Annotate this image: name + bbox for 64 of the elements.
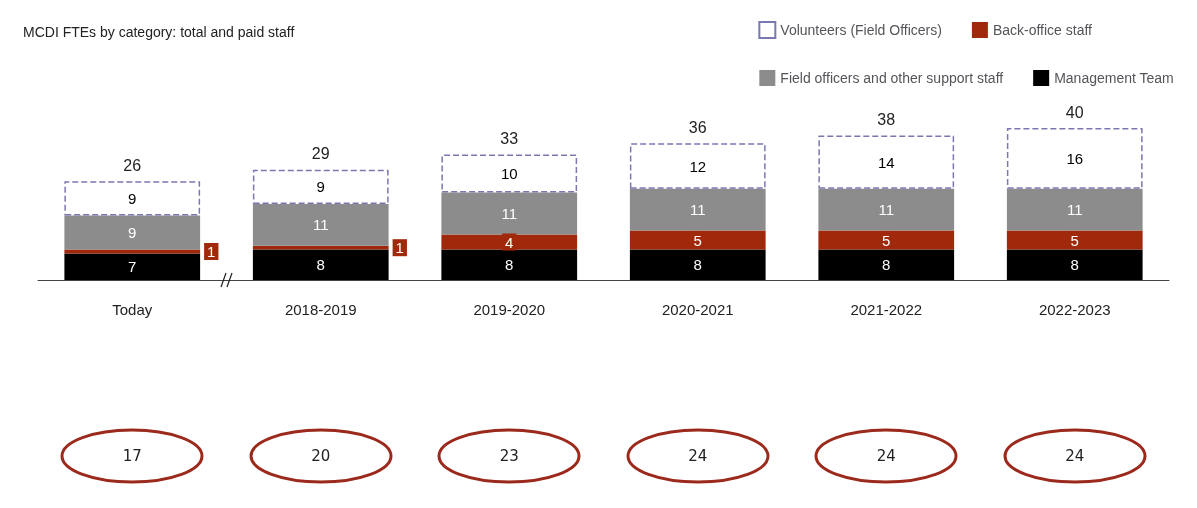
- data-label: 11: [501, 205, 518, 222]
- total-label: 36: [688, 118, 707, 136]
- data-label: 5: [1070, 231, 1079, 249]
- data-label: 9: [128, 189, 137, 207]
- data-label: 11: [878, 201, 895, 219]
- bar: [441, 192, 578, 235]
- bar: [629, 143, 766, 189]
- bar: [441, 249, 578, 280]
- data-label: 9: [316, 178, 325, 196]
- bar: [64, 215, 201, 250]
- data-label: 8: [505, 256, 514, 274]
- bar: [629, 249, 766, 280]
- bar: [818, 188, 955, 231]
- bar: [629, 230, 766, 250]
- total-label: 38: [877, 111, 896, 129]
- bar: [64, 253, 201, 280]
- legend-label: Back-office staff: [992, 22, 1093, 38]
- bar: [252, 245, 389, 250]
- bar: [441, 154, 578, 193]
- data-label: 14: [877, 153, 895, 171]
- bar: [1006, 128, 1143, 189]
- x-tick-label: 2020-2021: [661, 301, 734, 318]
- data-label: 8: [693, 256, 702, 274]
- data-label: 11: [312, 216, 329, 234]
- x-tick-label: 2021-2022: [850, 301, 923, 318]
- bar: [252, 249, 389, 280]
- x-tick-label: 2022-2023: [1038, 301, 1111, 318]
- total-label: 26: [123, 156, 142, 174]
- bar: [818, 230, 955, 250]
- x-tick-label: Today: [112, 301, 153, 318]
- data-label: 16: [1066, 149, 1084, 167]
- data-label: 5: [693, 231, 702, 249]
- data-label: 8: [882, 256, 891, 274]
- bar: [818, 249, 955, 280]
- legend-label: Volunteers (Field Officers): [780, 22, 942, 38]
- data-label: 11: [689, 201, 706, 219]
- data-label: 10: [500, 165, 518, 183]
- data-label: 11: [1066, 201, 1083, 219]
- data-label: 9: [128, 224, 137, 241]
- data-label: 1: [395, 239, 404, 257]
- legend-label: Management Team: [1054, 70, 1174, 86]
- x-tick-label: 2018-2019: [284, 301, 357, 318]
- bar: [1006, 249, 1143, 280]
- data-label: 8: [316, 256, 325, 274]
- data-label: 7: [128, 258, 137, 276]
- data-label: 4: [505, 233, 514, 251]
- bar: [629, 188, 766, 231]
- bar: [252, 204, 389, 246]
- bar: [441, 234, 578, 250]
- data-label: 5: [882, 231, 891, 249]
- data-label: 12: [689, 157, 707, 175]
- total-label: 33: [500, 130, 519, 148]
- total-label: 40: [1065, 103, 1084, 121]
- data-label: 8: [1070, 256, 1079, 274]
- bar: [818, 135, 955, 189]
- bar: [1006, 230, 1143, 250]
- total-label: 29: [311, 145, 330, 163]
- legend-label: Field officers and other support staff: [780, 70, 1004, 86]
- data-label: 1: [207, 243, 216, 260]
- bar: [64, 181, 201, 216]
- bar: [252, 169, 389, 204]
- x-tick-label: 2019-2020: [473, 301, 546, 318]
- chart-title: MCDI FTEs by category: total and paid staff: [23, 24, 295, 40]
- bar: [1006, 188, 1143, 231]
